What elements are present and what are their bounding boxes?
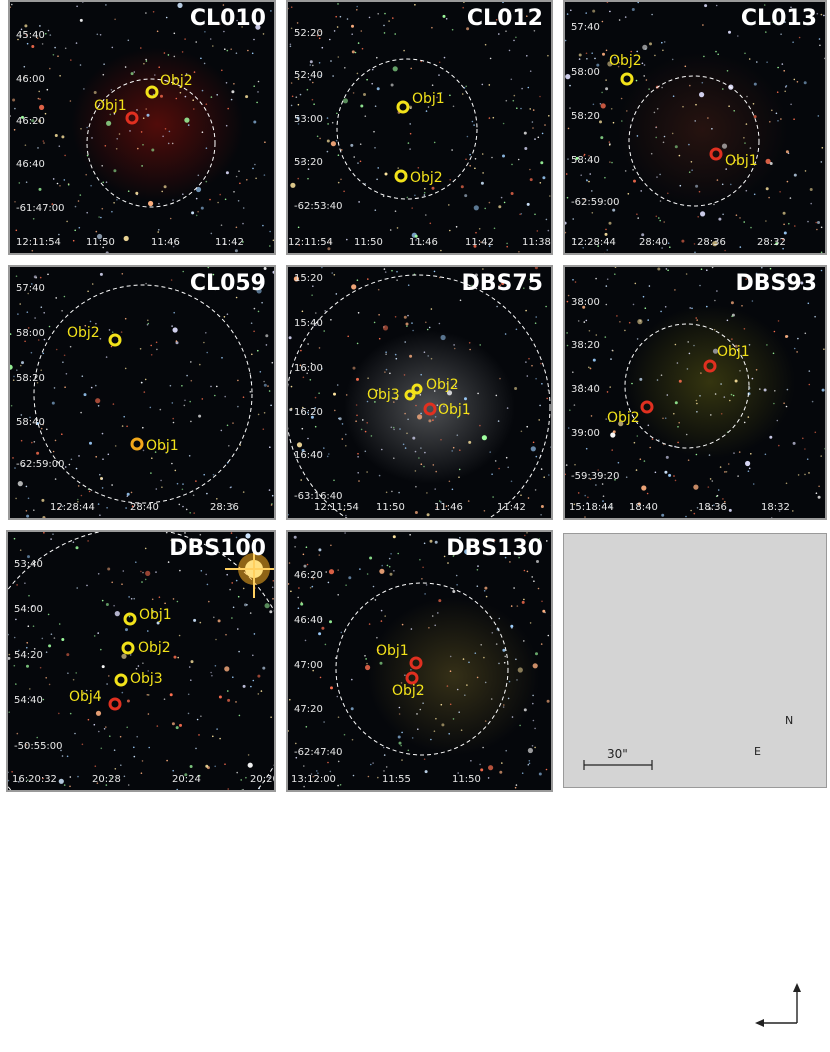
obj-label: Obj2 — [67, 325, 100, 341]
object-markers — [288, 532, 553, 792]
scale-bar — [564, 534, 828, 789]
obj-label: Obj2 — [138, 640, 171, 656]
obj-label: Obj1 — [94, 98, 127, 114]
panel-dbs130: DBS130 46:20 46:40 47:00 47:20 -62:47:40… — [286, 530, 553, 792]
object-markers — [288, 267, 553, 520]
obj-label: Obj1 — [717, 344, 750, 360]
obj-label: Obj2 — [426, 377, 459, 393]
east-label: E — [754, 745, 761, 758]
scale-label: 30" — [607, 747, 628, 761]
obj-label: Obj2 — [609, 53, 642, 69]
north-label: N — [785, 714, 793, 727]
obj-label: Obj1 — [438, 402, 471, 418]
object-markers — [565, 267, 827, 520]
obj-label: Obj1 — [139, 607, 172, 623]
panel-cl010: CL010 45:40 46:00 46:20 46:40 -61:47:00 … — [8, 0, 276, 255]
obj-label: Obj2 — [607, 410, 640, 426]
obj-label: Obj4 — [69, 689, 102, 705]
obj-label: Obj1 — [412, 91, 445, 107]
obj-label: Obj2 — [392, 683, 425, 699]
object-markers — [10, 2, 276, 255]
obj-label: Obj3 — [130, 671, 163, 687]
object-markers — [565, 2, 827, 255]
object-markers — [8, 532, 276, 792]
panel-cl012: CL012 52:20 52:40 53:00 53:20 -62:53:40 … — [286, 0, 553, 255]
scale-compass-panel: 30" N E — [563, 533, 827, 788]
obj-label: Obj3 — [367, 387, 400, 403]
panel-dbs100: DBS100 53:40 54:00 54:20 54:40 -50:55:00… — [6, 530, 276, 792]
obj-label: Obj1 — [146, 438, 179, 454]
panel-cl013: CL013 57:40 58:00 58:20 58:40 -62:59:00 … — [563, 0, 827, 255]
panel-dbs93: DBS93 38:00 38:20 38:40 39:00 -59:39:20 … — [563, 265, 827, 520]
obj-label: Obj1 — [376, 643, 409, 659]
obj-label: Obj2 — [160, 73, 193, 89]
panel-cl059: CL059 57:40 58:00 58:20 58:40 -62:59:00 … — [8, 265, 276, 520]
panel-dbs75: DBS75 15:20 15:40 16:00 16:20 16:40 -63:… — [286, 265, 553, 520]
object-markers — [288, 2, 553, 255]
object-markers — [10, 267, 276, 520]
compass-arrows — [564, 793, 828, 1048]
obj-label: Obj1 — [725, 153, 758, 169]
obj-label: Obj2 — [410, 170, 443, 186]
